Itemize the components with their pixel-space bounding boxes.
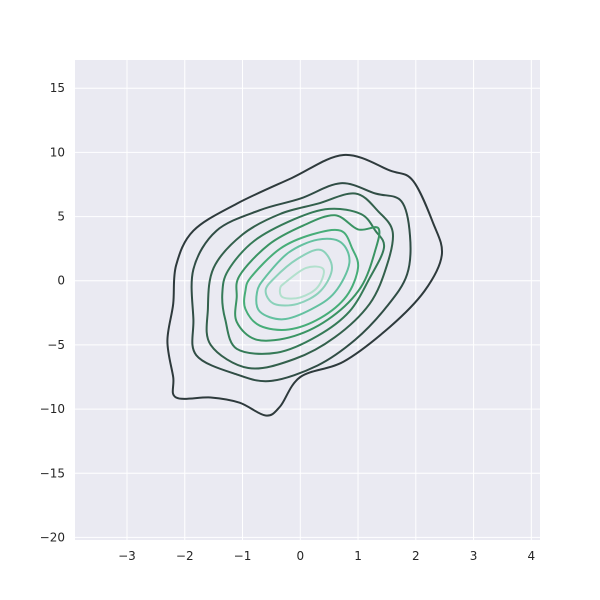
y-tick-label: −20 <box>40 530 65 544</box>
contour-level-2 <box>190 182 412 383</box>
contour-level-6 <box>243 228 360 331</box>
y-tick-label: 15 <box>50 81 65 95</box>
y-tick-label: −5 <box>47 338 65 352</box>
y-axis-ticks: −20 −15 −10 −5 0 5 10 15 <box>40 81 65 544</box>
grid-lines <box>75 60 540 540</box>
y-tick-label: −10 <box>40 402 65 416</box>
y-tick-label: 0 <box>57 274 65 288</box>
x-tick-label: 2 <box>412 549 420 563</box>
contour-lines <box>166 153 444 417</box>
x-tick-label: −3 <box>118 549 136 563</box>
x-tick-label: 3 <box>470 549 478 563</box>
contour-level-4 <box>221 207 386 355</box>
x-axis-ticks: −3 −2 −1 0 1 2 3 4 <box>118 549 535 563</box>
x-tick-label: 0 <box>296 549 304 563</box>
y-tick-label: 5 <box>57 210 65 224</box>
contour-level-7 <box>255 237 351 321</box>
y-tick-label: −15 <box>40 466 65 480</box>
contour-level-3 <box>205 192 395 370</box>
x-tick-label: 4 <box>528 549 536 563</box>
x-tick-label: 1 <box>354 549 362 563</box>
x-tick-label: −2 <box>176 549 194 563</box>
contour-level-5 <box>234 214 381 342</box>
x-tick-label: −1 <box>234 549 252 563</box>
contour-level-9 <box>278 265 325 300</box>
y-tick-label: 10 <box>50 145 65 159</box>
contour-level-1 <box>166 153 444 417</box>
contour-level-8 <box>264 248 333 307</box>
